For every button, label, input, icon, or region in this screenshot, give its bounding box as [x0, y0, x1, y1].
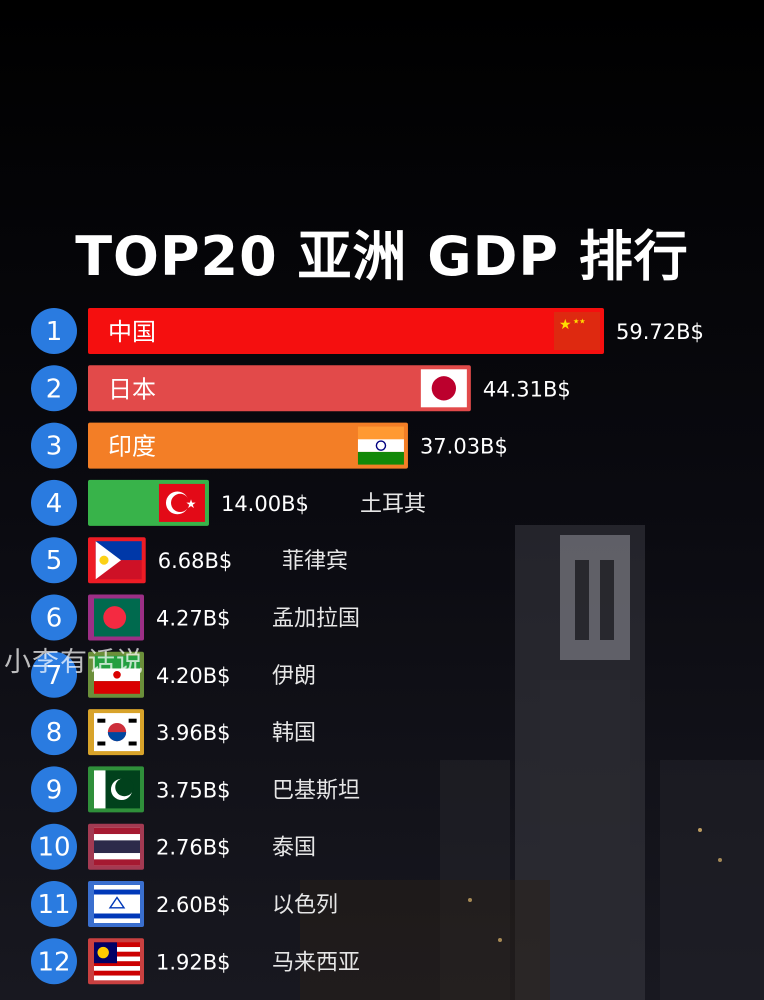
rank-number: 7 [46, 661, 63, 691]
country-name-label: 孟加拉国 [272, 607, 360, 632]
svg-text:★: ★ [559, 317, 572, 333]
bar-name-label: 日本 [108, 375, 156, 403]
rank-number: 4 [46, 489, 63, 519]
value-label: 4.27B$ [156, 607, 231, 631]
svg-text:★: ★ [186, 497, 197, 511]
value-label: 1.92B$ [156, 950, 231, 974]
bar-row-4: 4 ★ 14.00B$ 土耳其 [31, 479, 426, 526]
rank-circle [31, 651, 77, 698]
rank-circle [31, 938, 77, 985]
value-label: 2.60B$ [156, 893, 231, 917]
bar-row-1: 1 ★ ★★ 中国 59.72B$ [31, 308, 704, 354]
rank-number: 2 [46, 374, 63, 404]
page-title: TOP20 亚洲 GDP 排行 [75, 225, 689, 288]
value-label: 3.75B$ [156, 778, 231, 802]
value-label: 37.03B$ [420, 435, 508, 459]
rank-circle [31, 594, 77, 641]
value-label: 2.76B$ [156, 836, 231, 860]
malaysia-flag-icon [94, 942, 140, 981]
bar-row-2: 2 日本 44.31B$ [31, 365, 571, 412]
rank-circle [31, 308, 77, 354]
rank-number: 11 [37, 890, 70, 920]
rank-number: 3 [46, 432, 63, 462]
philippines-flag-icon [95, 541, 142, 580]
bar-row-3: 3 印度 37.03B$ [31, 422, 508, 469]
rank-circle [31, 422, 77, 469]
value-label: 6.68B$ [158, 549, 233, 573]
thailand-flag-icon [94, 827, 140, 866]
bangladesh-flag-icon [94, 598, 140, 637]
pakistan-flag-icon [94, 770, 140, 809]
value-label: 59.72B$ [616, 320, 704, 344]
bar-row-8: 8 3.96B$ 韩国 [31, 709, 316, 756]
rank-number: 9 [46, 775, 63, 805]
rank-number: 5 [46, 546, 63, 576]
value-label: 14.00B$ [221, 492, 309, 516]
rank-circle [31, 479, 77, 526]
iran-flag-icon [94, 655, 140, 694]
rank-circle [31, 709, 77, 756]
value-label: 3.96B$ [156, 721, 231, 745]
korea-flag-icon [94, 713, 140, 752]
rank-circle [31, 365, 77, 412]
country-name-label: 以色列 [272, 893, 338, 918]
country-name-label: 巴基斯坦 [272, 778, 360, 803]
value-label: 44.31B$ [483, 377, 571, 401]
bar-row-9: 9 3.75B$ 巴基斯坦 [31, 766, 360, 813]
bar-row-12: 12 1.92B$ 马来西亚 [31, 938, 360, 985]
bar [88, 422, 408, 469]
country-name-label: 马来西亚 [272, 950, 360, 975]
israel-flag-icon [94, 885, 140, 923]
rank-circle [31, 537, 77, 584]
country-name-label: 伊朗 [272, 664, 316, 689]
bar-name-label: 中国 [108, 318, 156, 346]
rank-number: 1 [46, 317, 63, 347]
rank-circle [31, 881, 77, 927]
japan-flag-icon [420, 369, 467, 408]
bar-row-7: 7 4.20B$ 伊朗 [31, 651, 316, 698]
bar [88, 365, 471, 412]
country-name-label: 土耳其 [360, 492, 426, 517]
rank-number: 10 [37, 833, 70, 863]
country-name-label: 泰国 [272, 836, 316, 861]
value-label: 4.20B$ [156, 664, 231, 688]
bar-row-5: 5 6.68B$ 菲律宾 [31, 537, 348, 584]
country-name-label: 韩国 [272, 721, 316, 746]
rank-number: 8 [46, 718, 63, 748]
china-flag-icon: ★ ★★ [554, 312, 600, 350]
bar-row-6: 6 4.27B$ 孟加拉国 [31, 594, 360, 641]
bar [88, 308, 604, 354]
svg-text:★★: ★★ [573, 317, 586, 325]
rank-number: 12 [37, 947, 70, 977]
turkey-flag-icon: ★ [158, 483, 205, 522]
country-name-label: 菲律宾 [282, 549, 348, 574]
watermark-text: 小李有话说 [4, 647, 144, 678]
india-flag-icon [357, 426, 404, 465]
rank-number: 6 [46, 604, 63, 634]
bar-row-10: 10 2.76B$ 泰国 [31, 823, 316, 870]
rank-circle [31, 766, 77, 813]
bar-name-label: 印度 [108, 433, 156, 461]
bar-row-11: 11 2.60B$ 以色列 [31, 881, 338, 927]
rank-circle [31, 823, 77, 870]
